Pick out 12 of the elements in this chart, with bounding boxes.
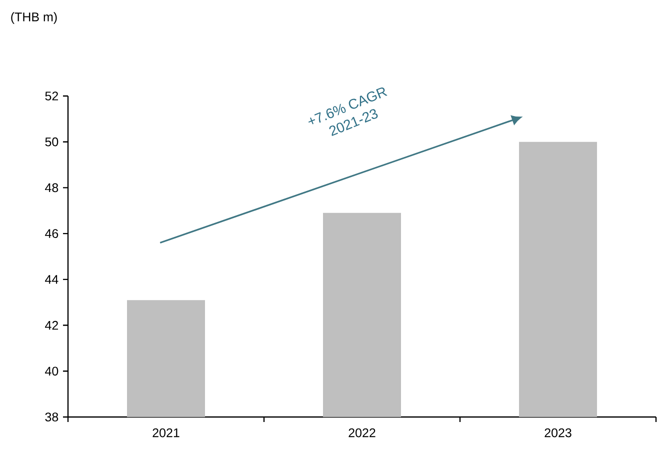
y-tick-label: 44 (45, 275, 58, 284)
y-tick-label: 48 (45, 183, 58, 192)
x-tick-label: 2022 (348, 428, 376, 438)
y-tick-label: 52 (45, 92, 58, 100)
y-tick-label: 46 (45, 229, 58, 238)
y-tick-label: 50 (45, 137, 58, 146)
x-tick-label: 2021 (152, 428, 180, 438)
y-tick-label: 42 (45, 320, 58, 330)
y-tick-label: 40 (45, 366, 58, 376)
y-tick-label: 38 (45, 412, 58, 422)
x-tick-label: 2023 (544, 428, 572, 438)
text: (THB m) (11, 12, 57, 24)
